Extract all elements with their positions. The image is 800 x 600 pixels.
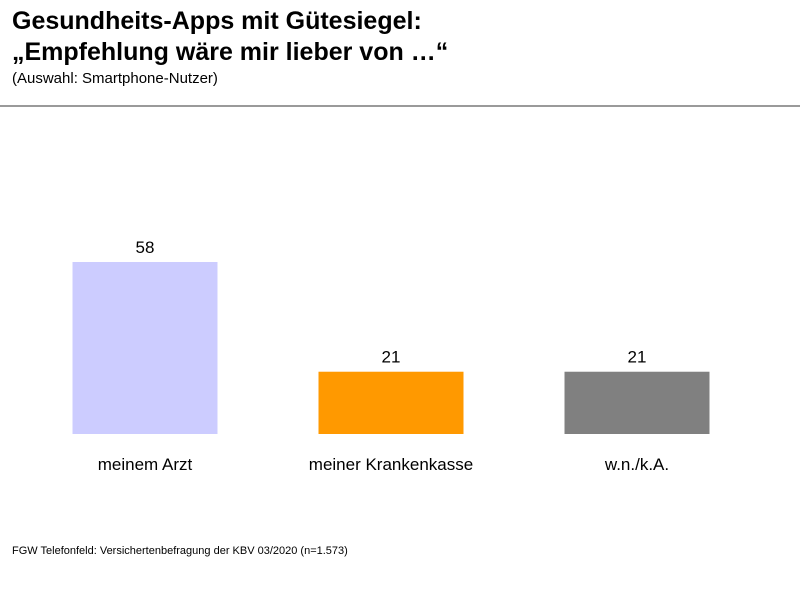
category-label-1: meinem Arzt	[98, 455, 193, 474]
category-label-2: meiner Krankenkasse	[309, 455, 473, 474]
data-label-2: 21	[382, 348, 401, 367]
chart-title-line-2: „Empfehlung wäre mir lieber von …“	[12, 38, 449, 66]
data-label-3: 21	[628, 348, 647, 367]
chart-title-line-1: Gesundheits-Apps mit Gütesiegel:	[12, 7, 422, 35]
source-note: FGW Telefonfeld: Versichertenbefragung d…	[12, 545, 348, 557]
bar-3	[564, 371, 710, 434]
chart-header: Gesundheits-Apps mit Gütesiegel: „Empfeh…	[12, 6, 788, 88]
category-label-3: w.n./k.A.	[604, 455, 669, 474]
bar-1	[72, 262, 218, 434]
data-label-1: 58	[136, 238, 155, 257]
chart-subtitle: (Auswahl: Smartphone-Nutzer)	[12, 70, 218, 87]
bar-2	[318, 371, 464, 434]
header-divider	[0, 105, 800, 107]
